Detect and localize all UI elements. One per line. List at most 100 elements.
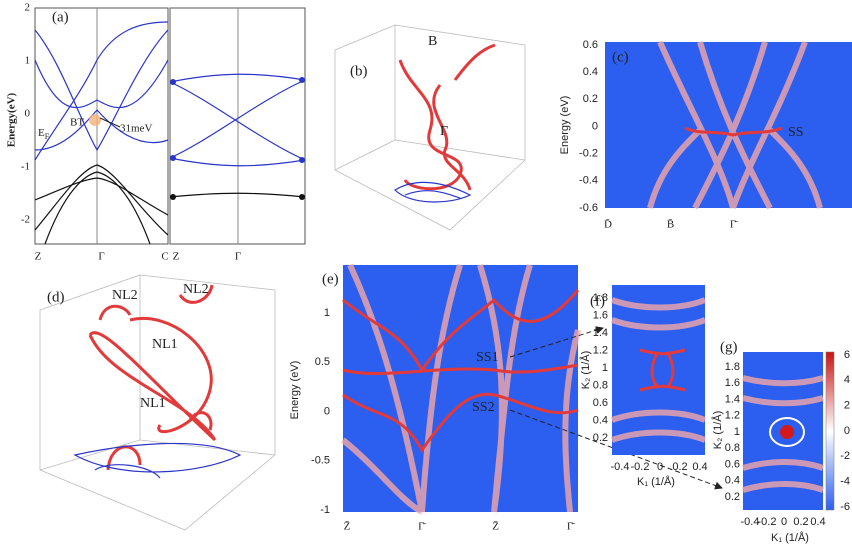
y-tick-label: 0.5 xyxy=(315,356,330,368)
y-tick-label: 1.8 xyxy=(725,361,740,373)
x-tick-label: Γ xyxy=(98,251,104,263)
x-tick-label: Γ xyxy=(235,251,241,263)
colorbar xyxy=(826,352,834,510)
x-tick-label: 0 xyxy=(781,516,787,528)
y-tick-label: -2 xyxy=(840,450,850,462)
y-axis-label: Energy (eV) xyxy=(289,361,301,420)
y-tick-label: 1.4 xyxy=(593,327,608,339)
y-tick-label: 2 xyxy=(25,2,31,14)
x-tick-label: 0.2 xyxy=(793,516,808,528)
y-tick-label: 0.6 xyxy=(725,458,740,470)
nodal-line xyxy=(455,45,495,80)
x-tick-label: Z xyxy=(35,251,42,263)
annotation: NL1 xyxy=(152,337,178,352)
y-tick-label: 1 xyxy=(25,55,31,67)
y-tick-label: 1 xyxy=(324,307,330,319)
y-tick-label: -6 xyxy=(840,501,850,513)
heatmap xyxy=(612,285,705,455)
y-tick-label: -4 xyxy=(840,476,850,488)
point xyxy=(299,157,305,163)
y-tick-label: 1.8 xyxy=(593,292,608,304)
point xyxy=(299,77,305,83)
y-tick-label: 0.8 xyxy=(725,442,740,454)
x-tick-label: Γ̄ xyxy=(418,521,426,533)
fermi-label: EF xyxy=(38,127,50,141)
x-axis-label: K₁ (1/Å) xyxy=(771,531,809,544)
y-tick-label: -0.5 xyxy=(311,455,330,467)
annotation: SS xyxy=(788,125,804,140)
y-tick-label: 0 xyxy=(592,120,598,132)
nodal-line xyxy=(400,60,461,189)
x-tick-label: Z̄ xyxy=(344,521,351,533)
nodal-line xyxy=(100,306,130,320)
annotation: NL2 xyxy=(183,282,209,297)
panel-label: (c) xyxy=(612,49,629,65)
band xyxy=(35,60,168,108)
y-tick-label: 1 xyxy=(602,362,608,374)
figure: (a) EF BT 31meV Energy(eV) (b) B Γ (c) S… xyxy=(0,0,852,545)
y-axis-label: Energy (eV) xyxy=(559,96,571,155)
y-axis-label: K₂ (1/Å) xyxy=(711,411,724,450)
x-tick-label: -0.4 xyxy=(611,461,630,473)
annotation: NL1 xyxy=(140,396,166,411)
point xyxy=(170,155,176,161)
y-tick-label: 0 xyxy=(324,405,330,417)
panel-label: (d) xyxy=(47,289,65,305)
x-tick-label: Γ̄ xyxy=(567,521,575,533)
x-tick-label: Γ̄ xyxy=(730,219,738,231)
y-tick-label: 0 xyxy=(844,425,850,437)
panel-label: (b) xyxy=(350,63,368,79)
y-tick-label: -1 xyxy=(21,161,30,173)
y-tick-label: 0.2 xyxy=(593,432,608,444)
panel-c: (c) SS Energy (eV) xyxy=(559,42,852,208)
nodal-line xyxy=(130,318,211,431)
x-tick-label: 0 xyxy=(657,461,663,473)
y-tick-label: -0.2 xyxy=(579,148,598,160)
y-tick-label: 1.4 xyxy=(725,393,740,405)
band xyxy=(35,22,168,160)
y-tick-label: 1.6 xyxy=(593,309,608,321)
y-tick-label: 1.2 xyxy=(593,344,608,356)
x-tick-label: C xyxy=(161,251,168,263)
y-tick-label: 4 xyxy=(844,374,850,386)
y-axis-label: K₂ (1/Å) xyxy=(579,351,592,390)
annotation: SS1 xyxy=(476,350,499,365)
y-tick-label: -2 xyxy=(21,214,30,226)
panel-b: (b) B Γ xyxy=(335,25,525,230)
annotation: 31meV xyxy=(120,123,152,135)
y-axis-label: Energy(eV) xyxy=(6,92,18,147)
hotspot xyxy=(780,425,794,439)
band xyxy=(35,178,168,215)
x-tick-label: 0.4 xyxy=(810,516,825,528)
y-tick-label: 0.2 xyxy=(725,491,740,503)
x-tick-label: -0.2 xyxy=(758,516,777,528)
y-tick-label: 1.6 xyxy=(725,377,740,389)
y-tick-label: 0.6 xyxy=(593,397,608,409)
point xyxy=(299,194,305,200)
y-tick-label: 0.4 xyxy=(725,475,740,487)
point xyxy=(170,79,176,85)
x-tick-label: 0.2 xyxy=(672,461,687,473)
y-tick-label: 0.2 xyxy=(583,93,598,105)
point xyxy=(170,194,176,200)
y-tick-label: 0.6 xyxy=(583,39,598,51)
y-tick-label: 0.4 xyxy=(593,414,608,426)
y-tick-label: 0.4 xyxy=(583,66,598,78)
y-tick-label: 1.2 xyxy=(725,410,740,422)
projection xyxy=(395,182,470,202)
crossing xyxy=(89,114,101,126)
x-tick-label: B̄ xyxy=(667,218,674,230)
annotation: Γ xyxy=(440,124,448,139)
x-tick-label: -0.2 xyxy=(631,461,650,473)
annotation: B xyxy=(428,34,437,49)
x-tick-label: D̄ xyxy=(604,218,612,230)
x-tick-label: 0.4 xyxy=(692,461,707,473)
y-tick-label: -1 xyxy=(320,504,330,516)
fermi-sub: F xyxy=(45,132,50,141)
annotation: BT xyxy=(70,117,84,129)
y-tick-label: 0 xyxy=(25,108,31,120)
panel-a: (a) EF BT 31meV Energy(eV) xyxy=(6,8,305,244)
y-tick-label: 2 xyxy=(844,400,850,412)
x-axis-label: K₁ (1/Å) xyxy=(637,475,675,488)
annotation: SS2 xyxy=(472,400,495,415)
